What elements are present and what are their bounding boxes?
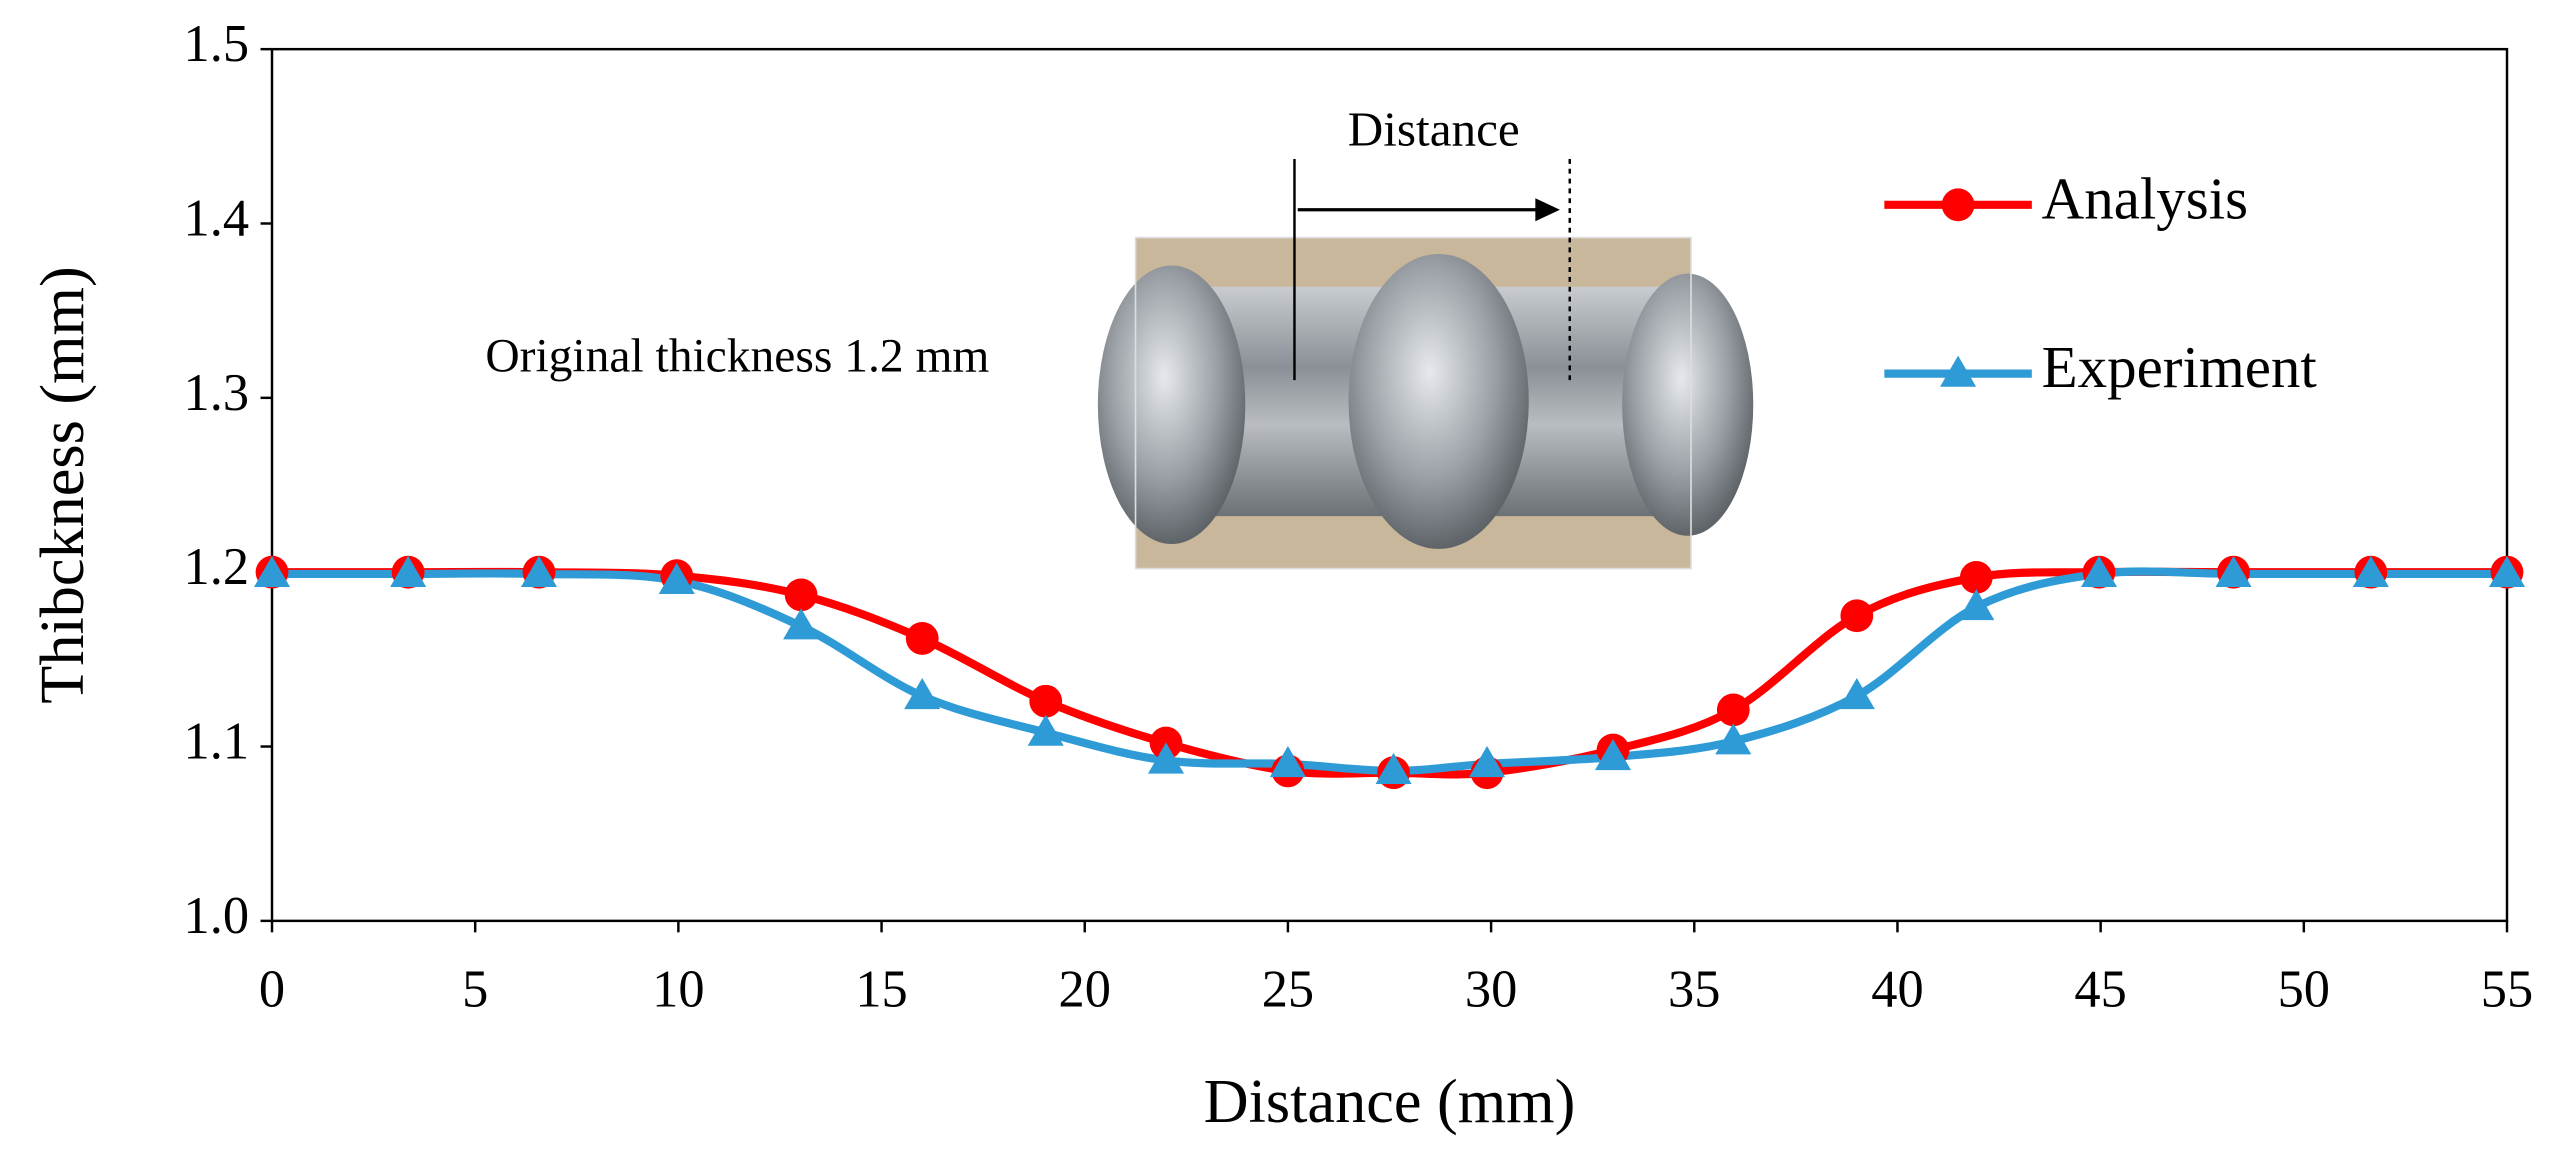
- x-axis-title: Distance (mm): [1204, 1068, 1576, 1136]
- marker: [658, 562, 695, 595]
- marker: [1958, 589, 1995, 621]
- annotation: Original thickness 1.2 mm: [485, 330, 989, 382]
- y-tick-label: 1.4: [184, 190, 250, 248]
- y-tick-label: 1.5: [184, 15, 250, 73]
- marker: [1959, 561, 1993, 594]
- marker: [1269, 745, 1306, 778]
- marker: [784, 578, 818, 612]
- marker: [905, 622, 939, 655]
- series-line: [272, 567, 2508, 776]
- marker: [1838, 677, 1875, 710]
- y-tick-label: 1.3: [184, 364, 250, 422]
- legend-marker: [1941, 188, 1975, 222]
- marker: [520, 555, 558, 588]
- marker: [1469, 745, 1506, 778]
- marker: [1716, 693, 1750, 727]
- x-tick-label: 50: [2278, 961, 2330, 1019]
- marker: [253, 555, 291, 588]
- legend-label: Experiment: [2042, 334, 2318, 400]
- legend-marker: [1940, 355, 1977, 387]
- marker: [2215, 555, 2252, 588]
- y-tick-label: 1.1: [184, 713, 250, 771]
- inset-photo: [1097, 158, 1754, 570]
- x-tick-label: 15: [855, 961, 907, 1019]
- y-axis-title: Thibckness (mm): [29, 266, 97, 703]
- y-tick-label: 1.0: [184, 887, 250, 945]
- marker: [2352, 555, 2389, 588]
- x-tick-label: 25: [1262, 961, 1314, 1019]
- marker: [1029, 684, 1063, 718]
- legend-label: Analysis: [2042, 165, 2248, 231]
- plot-frame: [270, 47, 2509, 923]
- marker: [1027, 714, 1064, 746]
- marker: [1715, 723, 1752, 755]
- x-tick-label: 5: [462, 961, 488, 1019]
- annotation: Distance: [1348, 102, 1520, 157]
- y-tick-label: 1.2: [184, 538, 250, 596]
- marker: [783, 608, 820, 640]
- x-tick-label: 55: [2481, 961, 2533, 1019]
- marker: [390, 555, 427, 588]
- marker: [1147, 742, 1185, 774]
- x-tick-label: 40: [1871, 961, 1923, 1019]
- x-tick-label: 10: [652, 961, 704, 1019]
- x-tick-label: 0: [259, 961, 285, 1019]
- x-tick-label: 35: [1668, 961, 1720, 1019]
- x-tick-label: 20: [1059, 961, 1111, 1019]
- marker: [2080, 555, 2118, 588]
- series-line: [272, 567, 2508, 779]
- marker: [1594, 738, 1632, 771]
- x-tick-label: 30: [1465, 961, 1517, 1019]
- marker: [1375, 752, 1412, 785]
- x-tick-label: 45: [2074, 961, 2126, 1019]
- marker: [2488, 555, 2526, 588]
- marker: [904, 677, 941, 710]
- marker: [1840, 599, 1874, 633]
